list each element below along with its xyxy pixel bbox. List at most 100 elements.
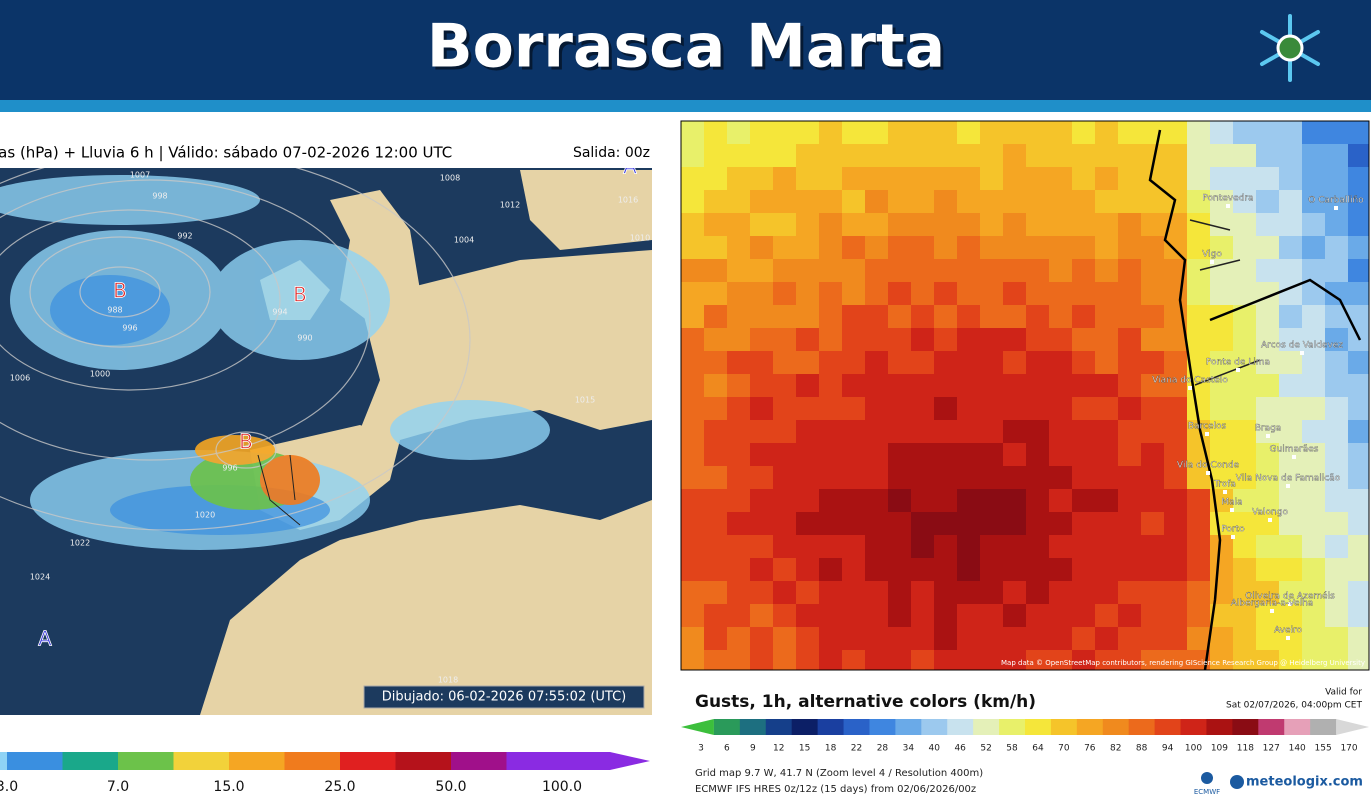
gust-cell: [1026, 650, 1050, 670]
gust-cell: [957, 236, 981, 260]
gust-cell: [1348, 420, 1369, 444]
isobar-label: 1012: [500, 201, 520, 210]
gust-cell: [1302, 259, 1326, 283]
gust-cell: [1233, 397, 1257, 421]
gust-cell: [681, 558, 705, 582]
gust-cell: [1072, 604, 1096, 628]
colorbar-swatch: [451, 752, 507, 770]
colorbar-swatch: [1050, 719, 1078, 735]
gust-cell: [957, 397, 981, 421]
gust-cell: [1233, 190, 1257, 214]
gust-cell: [750, 213, 774, 237]
gust-cell: [681, 420, 705, 444]
gust-cell: [750, 397, 774, 421]
gust-cell: [1003, 535, 1027, 559]
gust-cell: [1187, 397, 1211, 421]
gust-cell: [888, 328, 912, 352]
isobar-label: 998: [152, 192, 167, 201]
border: [1209, 278, 1362, 341]
gust-cell: [1279, 374, 1303, 398]
gust-cell: [957, 305, 981, 329]
gust-cell: [1118, 397, 1142, 421]
gust-cell: [1233, 167, 1257, 191]
gust-cell: [1210, 443, 1234, 467]
gust-cell: [1141, 397, 1165, 421]
gust-cell: [1210, 236, 1234, 260]
gust-cell: [957, 420, 981, 444]
gust-cell: [1348, 443, 1369, 467]
gust-cell: [911, 443, 935, 467]
gust-cell: [773, 604, 797, 628]
gust-cell: [1187, 213, 1211, 237]
city-marker: [1268, 518, 1272, 522]
gust-cell: [796, 420, 820, 444]
gust-cell: [1003, 489, 1027, 513]
gust-cell: [980, 374, 1004, 398]
gust-cell: [1118, 282, 1142, 306]
gust-cell: [819, 558, 843, 582]
isobar-label: 1024: [30, 573, 50, 582]
gust-cell: [1256, 259, 1280, 283]
gust-cell: [1141, 604, 1165, 628]
city-marker: [1231, 535, 1235, 539]
gust-cell: [796, 650, 820, 670]
gust-cell: [1256, 305, 1280, 329]
gust-cell: [865, 351, 889, 375]
gust-cell: [865, 443, 889, 467]
gust-cell: [750, 351, 774, 375]
gust-cell: [1026, 558, 1050, 582]
gust-cell: [957, 374, 981, 398]
gust-cell: [1348, 351, 1369, 375]
gust-cell: [1279, 167, 1303, 191]
gust-cell: [750, 328, 774, 352]
gust-cell: [1118, 213, 1142, 237]
gust-cell: [1095, 167, 1119, 191]
gust-cell: [1026, 489, 1050, 513]
gust-cell: [1141, 213, 1165, 237]
gust-cell: [750, 535, 774, 559]
city-marker: [1334, 206, 1338, 210]
gust-cell: [1141, 328, 1165, 352]
gust-cell: [934, 190, 958, 214]
gust-cell: [865, 121, 889, 145]
colorbar-swatch: [1258, 719, 1285, 735]
gust-cell: [1302, 305, 1326, 329]
gust-cell: [819, 282, 843, 306]
pressure-center: B: [239, 430, 253, 454]
gust-cell: [1049, 167, 1073, 191]
isobar-label: 1000: [90, 370, 110, 379]
gust-cell: [957, 512, 981, 536]
colorbar-swatch: [869, 719, 896, 735]
gust-cell: [1141, 259, 1165, 283]
gust-cell: [865, 190, 889, 214]
gust-cell: [957, 167, 981, 191]
gust-cell: [819, 374, 843, 398]
gust-cell: [1256, 420, 1280, 444]
gust-cell: [1210, 374, 1234, 398]
gust-cell: [1164, 282, 1188, 306]
gust-cell: [980, 466, 1004, 490]
gust-cell: [1118, 650, 1142, 670]
colorbar-swatch: [999, 719, 1026, 735]
gust-cell: [1164, 167, 1188, 191]
isobar-label: 1004: [454, 236, 474, 245]
gust-cell: [704, 558, 728, 582]
gust-cell: [842, 627, 866, 651]
gust-cell: [796, 604, 820, 628]
colorbar-tick: 22: [851, 744, 862, 754]
gust-cell: [1187, 305, 1211, 329]
colorbar-swatch: [765, 719, 793, 735]
gust-cell: [865, 558, 889, 582]
gust-cell: [750, 489, 774, 513]
gust-cell: [1187, 351, 1211, 375]
gust-cell: [704, 305, 728, 329]
gust-cell: [1118, 535, 1142, 559]
gust-cell: [865, 604, 889, 628]
gust-cell: [1279, 512, 1303, 536]
isobar-label: 1020: [195, 511, 215, 520]
ecmwf-label: ECMWF: [1194, 788, 1220, 796]
gust-cell: [773, 190, 797, 214]
gust-cell: [681, 374, 705, 398]
title-shadow: Borrasca Marta: [430, 15, 948, 85]
city-label: Aveiro: [1274, 626, 1302, 636]
